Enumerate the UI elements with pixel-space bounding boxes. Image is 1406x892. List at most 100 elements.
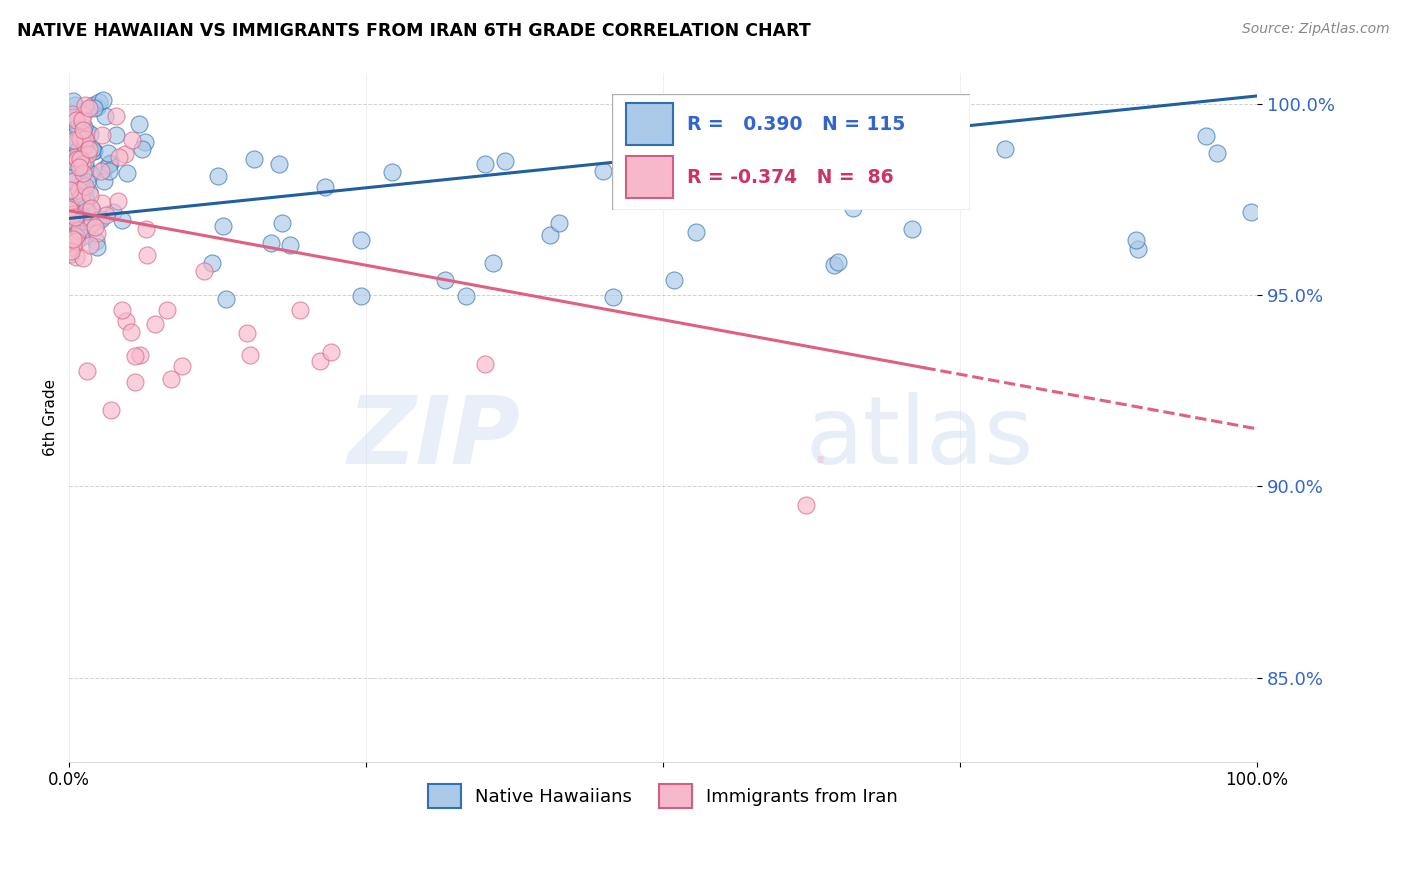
Point bbox=[105, 128, 128, 142]
Point bbox=[201, 256, 224, 270]
Point bbox=[63, 155, 86, 169]
Point bbox=[59, 169, 82, 183]
Point bbox=[80, 216, 103, 230]
Point bbox=[59, 144, 82, 158]
Point bbox=[91, 196, 114, 211]
Point bbox=[77, 142, 100, 156]
Point bbox=[842, 201, 865, 215]
Point bbox=[75, 161, 97, 176]
Text: ZIP: ZIP bbox=[347, 392, 520, 484]
Point bbox=[1194, 129, 1216, 144]
Point bbox=[75, 98, 97, 112]
Point bbox=[63, 196, 86, 211]
Point bbox=[59, 170, 82, 185]
Point bbox=[79, 186, 101, 200]
Point bbox=[72, 108, 94, 122]
Point bbox=[143, 318, 166, 332]
Point bbox=[83, 101, 105, 115]
Point bbox=[124, 349, 146, 363]
Text: Source: ZipAtlas.com: Source: ZipAtlas.com bbox=[1241, 22, 1389, 37]
Point bbox=[494, 153, 516, 168]
Point bbox=[63, 132, 86, 146]
Point bbox=[69, 190, 91, 204]
Point bbox=[80, 202, 103, 217]
Point bbox=[309, 353, 332, 368]
Point bbox=[482, 256, 505, 270]
Legend: Native Hawaiians, Immigrants from Iran: Native Hawaiians, Immigrants from Iran bbox=[422, 777, 905, 814]
Point bbox=[76, 175, 98, 189]
Point bbox=[65, 113, 87, 128]
Point bbox=[60, 229, 83, 244]
Point bbox=[319, 345, 342, 359]
Point bbox=[60, 106, 83, 120]
Point bbox=[86, 100, 108, 114]
Point bbox=[100, 402, 122, 417]
Point bbox=[75, 193, 97, 207]
FancyBboxPatch shape bbox=[626, 103, 672, 145]
Point bbox=[75, 204, 97, 219]
Point bbox=[243, 152, 266, 166]
Point bbox=[129, 348, 152, 362]
Point bbox=[63, 211, 86, 225]
Point bbox=[62, 207, 84, 221]
Point bbox=[94, 208, 117, 222]
Point bbox=[806, 169, 828, 184]
Point bbox=[207, 169, 229, 183]
Point bbox=[62, 234, 84, 248]
Point bbox=[156, 302, 179, 317]
Point bbox=[67, 143, 90, 157]
Point bbox=[63, 229, 86, 244]
Point bbox=[111, 303, 134, 318]
Point bbox=[70, 230, 93, 244]
Point bbox=[67, 183, 90, 197]
Point bbox=[93, 161, 115, 176]
Point bbox=[94, 109, 117, 123]
Point bbox=[62, 136, 84, 150]
Point bbox=[114, 314, 136, 328]
Point bbox=[314, 180, 336, 194]
Text: R =   0.390   N = 115: R = 0.390 N = 115 bbox=[688, 115, 905, 135]
Point bbox=[80, 167, 103, 181]
Point bbox=[62, 224, 84, 238]
Point bbox=[65, 136, 87, 150]
Point bbox=[72, 166, 94, 180]
Point bbox=[86, 240, 108, 254]
Point bbox=[107, 194, 129, 208]
Point bbox=[98, 156, 121, 170]
Point bbox=[60, 227, 83, 241]
Point bbox=[62, 184, 84, 198]
Point bbox=[58, 233, 80, 247]
Point bbox=[66, 201, 89, 215]
Point bbox=[136, 248, 159, 262]
Point bbox=[76, 211, 98, 225]
Point bbox=[62, 174, 84, 188]
Text: atlas: atlas bbox=[806, 392, 1033, 484]
Point bbox=[87, 213, 110, 227]
Point bbox=[65, 136, 87, 151]
Point bbox=[66, 120, 89, 134]
Point bbox=[58, 202, 80, 216]
Point bbox=[278, 238, 301, 252]
Point bbox=[63, 209, 86, 223]
Point bbox=[67, 197, 90, 211]
Point bbox=[60, 244, 83, 259]
Point bbox=[84, 234, 107, 248]
Point bbox=[135, 222, 157, 236]
Point bbox=[62, 94, 84, 108]
Point bbox=[236, 326, 259, 341]
Point bbox=[212, 219, 235, 233]
Point bbox=[76, 125, 98, 139]
Point bbox=[350, 288, 373, 302]
Point bbox=[70, 131, 93, 145]
Point bbox=[62, 232, 84, 246]
Point bbox=[63, 150, 86, 164]
Point bbox=[73, 155, 96, 169]
Point bbox=[267, 157, 290, 171]
Point bbox=[79, 187, 101, 202]
Point bbox=[84, 215, 107, 229]
Point bbox=[72, 157, 94, 171]
Point bbox=[59, 183, 82, 197]
Point bbox=[271, 217, 294, 231]
Point bbox=[794, 499, 817, 513]
Point bbox=[67, 190, 90, 204]
